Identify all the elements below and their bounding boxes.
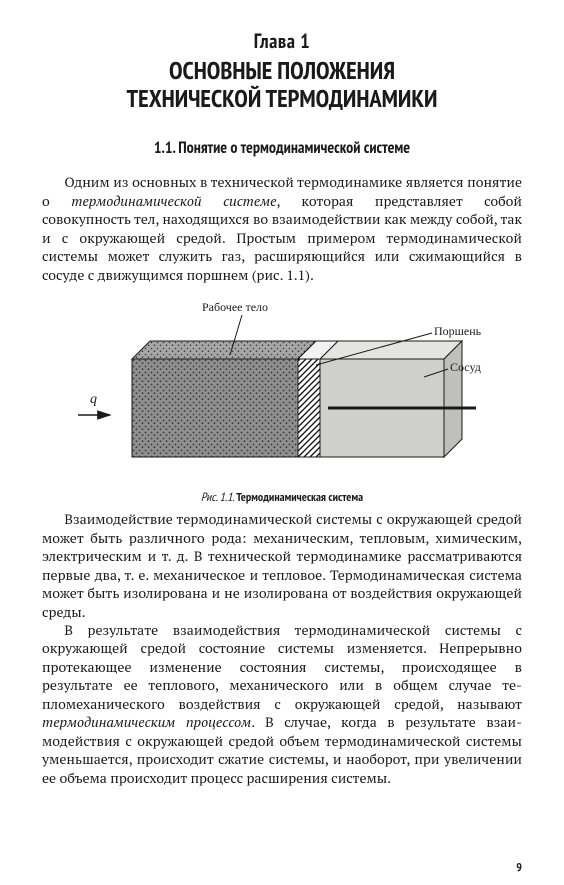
figure-caption: Рис. 1.1. Термодинамическая система	[72, 490, 492, 505]
svg-text:Рабочее тело: Рабочее тело	[202, 300, 268, 314]
chapter-heading: Глава 1 ОСНОВНЫЕ ПОЛОЖЕНИЯ ТЕХНИЧЕСКОЙ Т…	[42, 28, 522, 112]
figure-1-1: q Рабочее тело Поршень Сосуд Рис. 1.1. Терм…	[72, 299, 492, 505]
p3-emphasis: термодинамическим процессом	[42, 713, 251, 732]
chapter-title-line2: ТЕХНИЧЕСКОЙ ТЕРМОДИНАМИКИ	[42, 84, 522, 112]
chapter-title-line1: ОСНОВНЫЕ ПОЛОЖЕНИЯ	[42, 56, 522, 84]
fig-caption-title: Термодинамическая система	[236, 490, 363, 505]
p3-text-a: В результате взаимодействия термодинамич…	[42, 621, 522, 714]
chapter-label: Глава 1	[42, 28, 522, 54]
svg-text:Сосуд: Сосуд	[450, 360, 481, 374]
section-title: 1.1. Понятие о термодинамической системе	[42, 138, 522, 158]
svg-text:Поршень: Поршень	[434, 324, 482, 338]
p1-emphasis: термодинамической системе	[71, 192, 276, 211]
page-number: 9	[516, 860, 522, 875]
paragraph-3: В результате взаимодействия термодинамич…	[42, 622, 522, 788]
svg-text:q: q	[90, 392, 97, 407]
figure-svg: q Рабочее тело Поршень Сосуд	[72, 299, 492, 479]
paragraph-1: Одним из основных в технической термодин…	[42, 174, 522, 285]
fig-caption-prefix: Рис. 1.1.	[201, 490, 236, 505]
paragraph-2: Взаимодействие термодинамической системы…	[42, 511, 522, 622]
